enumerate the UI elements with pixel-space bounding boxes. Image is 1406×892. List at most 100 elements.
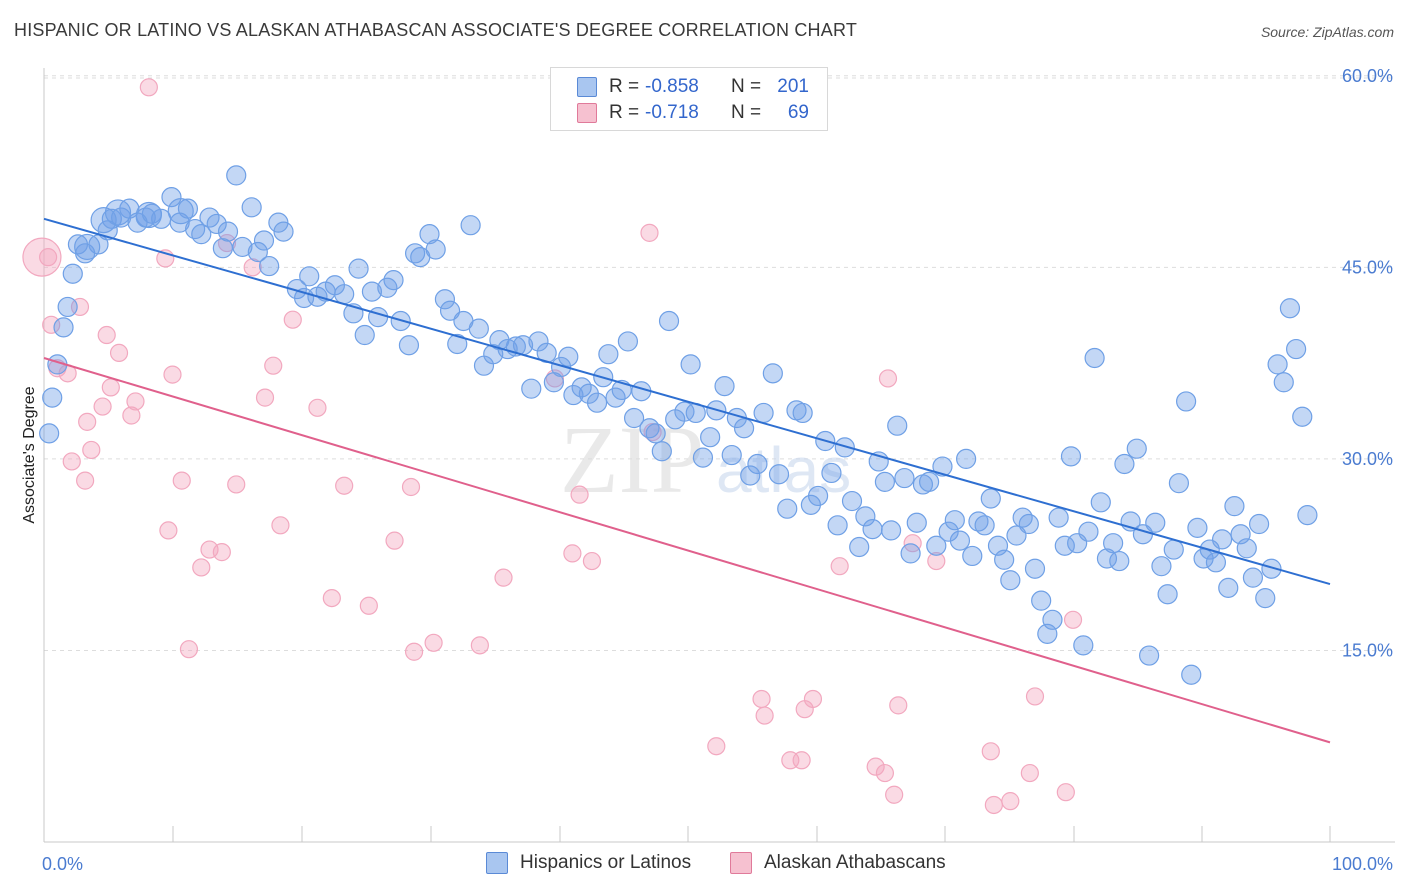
data-point — [692, 447, 714, 468]
gridlines — [44, 75, 1395, 651]
data-point — [807, 485, 829, 507]
data-point — [163, 365, 182, 384]
data-point — [874, 471, 896, 492]
bottom-legend-label: Hispanics or Latinos — [520, 852, 692, 873]
legend-row-athabascan: R = -0.718 N = 69 — [577, 101, 809, 125]
data-point — [401, 477, 421, 497]
data-point — [878, 369, 898, 388]
data-point — [299, 266, 320, 287]
data-point — [1056, 783, 1075, 802]
data-point — [383, 270, 404, 291]
legend-r-value: -0.858 — [645, 76, 699, 97]
data-point — [932, 456, 953, 477]
bottom-legend-label: Alaskan Athabascans — [764, 852, 946, 873]
data-point — [617, 331, 639, 352]
data-point — [949, 530, 971, 551]
data-point — [434, 289, 456, 310]
legend-r-label: R = — [609, 76, 640, 97]
chart-title: HISPANIC OR LATINO VS ALASKAN ATHABASCAN… — [14, 20, 858, 40]
data-point — [830, 557, 849, 576]
y-tick-label: 45.0% — [1342, 257, 1393, 277]
data-point — [866, 757, 885, 776]
data-point — [97, 325, 116, 345]
data-point — [956, 448, 977, 469]
data-point — [926, 535, 947, 556]
data-point — [889, 696, 908, 715]
data-point — [849, 536, 870, 558]
legend: R = -0.858 N = 201 R = -0.718 N = 69 — [550, 67, 828, 131]
y-tick-label: 60.0% — [1342, 66, 1393, 86]
data-point — [57, 296, 78, 318]
data-point — [460, 215, 481, 236]
data-point — [243, 258, 262, 277]
data-point — [359, 596, 378, 615]
data-point — [1267, 354, 1288, 375]
data-point — [62, 452, 81, 471]
data-point — [1279, 298, 1301, 319]
data-point — [755, 706, 774, 725]
data-point — [1176, 391, 1197, 412]
data-point — [821, 462, 842, 484]
data-point — [179, 640, 199, 659]
legend-swatch-blue — [577, 77, 597, 97]
data-point — [651, 441, 672, 462]
data-point — [862, 519, 883, 540]
data-point — [494, 568, 513, 587]
y-tick-label: 15.0% — [1342, 640, 1393, 660]
data-point — [22, 237, 62, 277]
data-point — [962, 545, 983, 567]
data-point — [253, 230, 275, 251]
data-point — [1297, 504, 1318, 526]
legend-n-label: N = — [731, 102, 762, 123]
data-point — [768, 464, 790, 485]
bottom-legend-hispanic: Hispanics or Latinos — [486, 852, 691, 874]
data-point — [419, 224, 440, 245]
data-point — [1157, 584, 1178, 605]
data-point — [368, 307, 389, 328]
data-point — [1114, 453, 1135, 475]
svg-text:ZIP: ZIP — [560, 406, 704, 513]
data-point — [1024, 558, 1046, 579]
watermark: ZIP atlas — [560, 406, 851, 513]
data-point — [241, 197, 262, 218]
data-point — [1261, 558, 1282, 579]
legend-r-value: -0.718 — [645, 102, 699, 123]
data-point — [90, 207, 117, 234]
data-point — [1063, 610, 1083, 629]
bottom-legend: Hispanics or Latinos Alaskan Athabascans — [0, 852, 1406, 878]
data-point — [1224, 496, 1245, 517]
data-point — [354, 324, 375, 346]
data-point — [1168, 473, 1190, 494]
data-point — [1006, 525, 1027, 546]
legend-n-value: 201 — [777, 76, 809, 97]
data-point — [944, 510, 965, 531]
data-point — [570, 485, 589, 504]
data-point — [1205, 552, 1227, 573]
data-point — [1042, 609, 1063, 630]
data-point — [875, 763, 895, 783]
data-point — [623, 407, 645, 429]
data-point — [322, 588, 341, 608]
x-tick-label: 0.0% — [42, 854, 83, 874]
data-point — [1255, 587, 1276, 609]
data-point — [984, 795, 1003, 815]
data-point — [439, 300, 461, 321]
trend-line-hispanic — [43, 217, 1331, 586]
data-point — [550, 356, 572, 378]
data-point — [172, 471, 191, 490]
data-point — [74, 233, 101, 261]
data-point — [733, 418, 755, 439]
data-point — [1151, 556, 1172, 577]
data-point — [640, 223, 659, 242]
data-point — [792, 402, 813, 424]
data-point — [721, 444, 742, 466]
data-point — [919, 471, 940, 492]
data-point — [1025, 687, 1045, 706]
data-point — [903, 534, 922, 553]
data-point — [82, 440, 101, 460]
data-point — [192, 558, 211, 577]
data-point — [404, 642, 424, 661]
data-point — [1273, 372, 1294, 393]
data-point — [1181, 664, 1202, 685]
data-point — [159, 521, 178, 540]
